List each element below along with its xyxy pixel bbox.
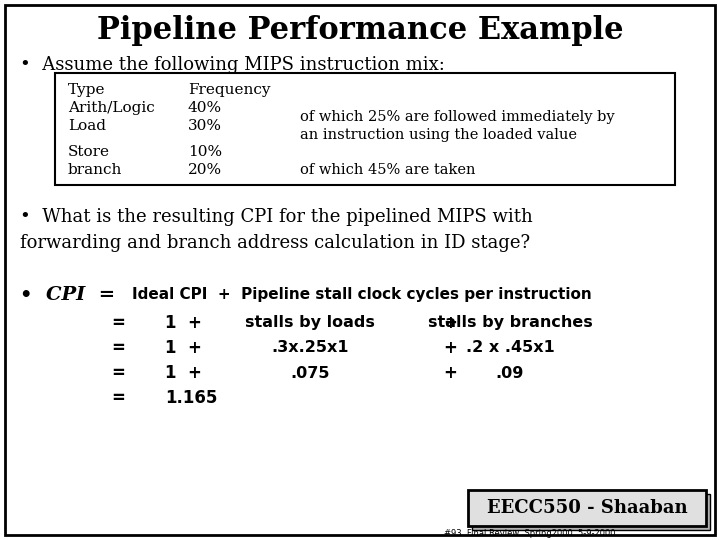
Text: 10%: 10% bbox=[188, 145, 222, 159]
Text: Pipeline Performance Example: Pipeline Performance Example bbox=[96, 15, 624, 45]
Text: Ideal CPI  +  Pipeline stall clock cycles per instruction: Ideal CPI + Pipeline stall clock cycles … bbox=[132, 287, 592, 302]
Text: Load: Load bbox=[68, 119, 106, 133]
Text: 1  +: 1 + bbox=[165, 339, 202, 357]
Text: =: = bbox=[111, 364, 125, 382]
Text: 40%: 40% bbox=[188, 101, 222, 115]
Text: Arith/Logic: Arith/Logic bbox=[68, 101, 155, 115]
Text: .3x.25x1: .3x.25x1 bbox=[271, 341, 348, 355]
Bar bbox=[55, 73, 675, 185]
Text: 20%: 20% bbox=[188, 163, 222, 177]
Text: 1.165: 1.165 bbox=[165, 389, 217, 407]
Bar bbox=[472, 494, 710, 530]
Text: .075: .075 bbox=[290, 366, 330, 381]
Text: +: + bbox=[443, 364, 457, 382]
Text: =: = bbox=[111, 339, 125, 357]
Bar bbox=[468, 490, 706, 526]
Text: 30%: 30% bbox=[188, 119, 222, 133]
Text: stalls by branches: stalls by branches bbox=[428, 315, 593, 330]
Text: •  CPI  =: • CPI = bbox=[20, 286, 115, 304]
Text: •  What is the resulting CPI for the pipelined MIPS with
forwarding and branch a: • What is the resulting CPI for the pipe… bbox=[20, 208, 533, 252]
Text: Store: Store bbox=[68, 145, 110, 159]
Text: Frequency: Frequency bbox=[188, 83, 271, 97]
Text: .2 x .45x1: .2 x .45x1 bbox=[466, 341, 554, 355]
Text: +: + bbox=[443, 314, 457, 332]
Text: Type: Type bbox=[68, 83, 106, 97]
Text: 1  +: 1 + bbox=[165, 314, 202, 332]
Text: 1  +: 1 + bbox=[165, 364, 202, 382]
Text: branch: branch bbox=[68, 163, 122, 177]
Text: .09: .09 bbox=[496, 366, 524, 381]
Text: of which 25% are followed immediately by
an instruction using the loaded value: of which 25% are followed immediately by… bbox=[300, 110, 615, 142]
Text: #93  Final Review  Spring2000  5-9-2000: #93 Final Review Spring2000 5-9-2000 bbox=[444, 529, 616, 537]
Text: =: = bbox=[111, 389, 125, 407]
Text: •  Assume the following MIPS instruction mix:: • Assume the following MIPS instruction … bbox=[20, 56, 445, 74]
Text: stalls by loads: stalls by loads bbox=[245, 315, 375, 330]
Text: EECC550 - Shaaban: EECC550 - Shaaban bbox=[487, 499, 688, 517]
Text: =: = bbox=[111, 314, 125, 332]
Text: of which 45% are taken: of which 45% are taken bbox=[300, 163, 475, 177]
Text: +: + bbox=[443, 339, 457, 357]
